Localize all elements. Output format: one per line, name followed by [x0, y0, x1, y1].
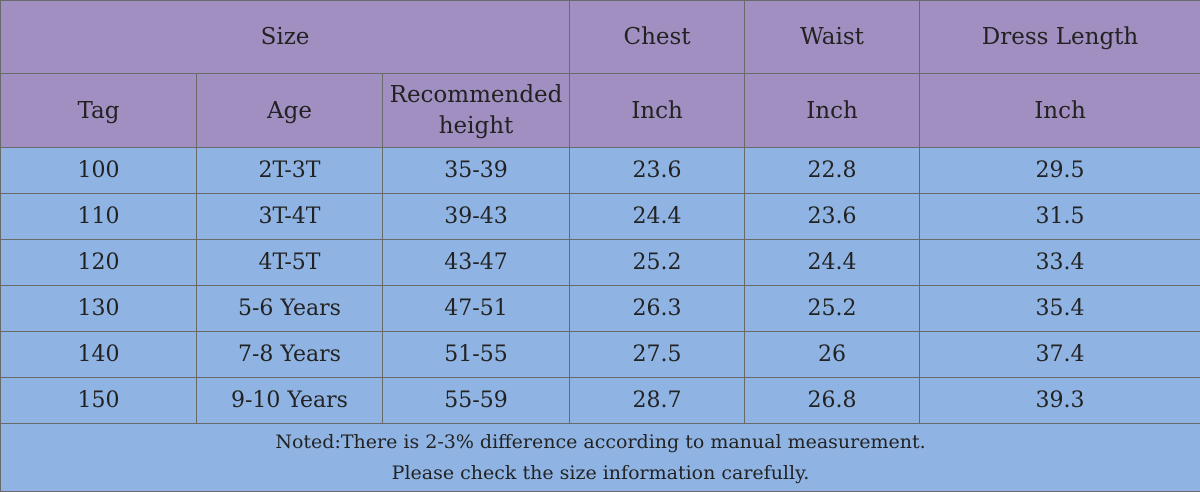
- recommended-height-line1: Recommended: [389, 81, 563, 108]
- table-row: 120 4T-5T 43-47 25.2 24.4 33.4: [0, 239, 1200, 286]
- chest-cell: 23.6: [569, 147, 746, 194]
- dress-length-cell: 31.5: [919, 193, 1200, 240]
- tag-cell: 140: [0, 331, 197, 378]
- chest-cell: 24.4: [569, 193, 746, 240]
- age-cell: 7-8 Years: [196, 331, 383, 378]
- tag-cell: 120: [0, 239, 197, 286]
- tag-cell: 110: [0, 193, 197, 240]
- tag-cell: 100: [0, 147, 197, 194]
- tag-cell: 150: [0, 377, 197, 424]
- waist-cell: 24.4: [744, 239, 921, 286]
- tag-cell: 130: [0, 285, 197, 332]
- note-row: Noted:There is 2-3% difference according…: [0, 423, 1200, 492]
- table-row: 100 2T-3T 35-39 23.6 22.8 29.5: [0, 147, 1200, 194]
- age-cell: 4T-5T: [196, 239, 383, 286]
- waist-cell: 23.6: [744, 193, 921, 240]
- height-cell: 35-39: [381, 147, 571, 194]
- age-cell: 3T-4T: [196, 193, 383, 240]
- height-cell: 47-51: [381, 285, 571, 332]
- age-header: Age: [196, 73, 383, 148]
- measurement-note: Noted:There is 2-3% difference according…: [0, 423, 1200, 492]
- height-cell: 55-59: [381, 377, 571, 424]
- chest-cell: 25.2: [569, 239, 746, 286]
- tag-header: Tag: [0, 73, 197, 148]
- height-cell: 39-43: [381, 193, 571, 240]
- dress-length-cell: 37.4: [919, 331, 1200, 378]
- waist-unit: Inch: [744, 73, 921, 148]
- table-row: 130 5-6 Years 47-51 26.3 25.2 35.4: [0, 285, 1200, 332]
- dress-length-cell: 39.3: [919, 377, 1200, 424]
- age-cell: 2T-3T: [196, 147, 383, 194]
- chest-unit: Inch: [569, 73, 746, 148]
- table-row: 150 9-10 Years 55-59 28.7 26.8 39.3: [0, 377, 1200, 424]
- chest-cell: 28.7: [569, 377, 746, 424]
- table-row: 110 3T-4T 39-43 24.4 23.6 31.5: [0, 193, 1200, 240]
- dress-length-header: Dress Length: [919, 0, 1200, 74]
- note-line-1: Noted:There is 2-3% difference according…: [275, 430, 926, 453]
- height-cell: 43-47: [381, 239, 571, 286]
- height-cell: 51-55: [381, 331, 571, 378]
- waist-header: Waist: [744, 0, 921, 74]
- header-row-sub: Tag Age Recommended height Inch Inch Inc…: [0, 73, 1200, 148]
- waist-cell: 22.8: [744, 147, 921, 194]
- age-cell: 9-10 Years: [196, 377, 383, 424]
- header-row-top: Size Chest Waist Dress Length: [0, 0, 1200, 74]
- chest-cell: 26.3: [569, 285, 746, 332]
- note-line-2: Please check the size information carefu…: [391, 461, 810, 484]
- waist-cell: 26: [744, 331, 921, 378]
- dress-length-cell: 33.4: [919, 239, 1200, 286]
- dress-length-cell: 35.4: [919, 285, 1200, 332]
- chest-cell: 27.5: [569, 331, 746, 378]
- waist-cell: 26.8: [744, 377, 921, 424]
- recommended-height-header: Recommended height: [381, 73, 571, 148]
- table-row: 140 7-8 Years 51-55 27.5 26 37.4: [0, 331, 1200, 378]
- dress-length-cell: 29.5: [919, 147, 1200, 194]
- waist-cell: 25.2: [744, 285, 921, 332]
- chest-header: Chest: [569, 0, 746, 74]
- age-cell: 5-6 Years: [196, 285, 383, 332]
- recommended-height-line2: height: [438, 112, 514, 139]
- dress-length-unit: Inch: [919, 73, 1200, 148]
- size-header: Size: [0, 0, 571, 74]
